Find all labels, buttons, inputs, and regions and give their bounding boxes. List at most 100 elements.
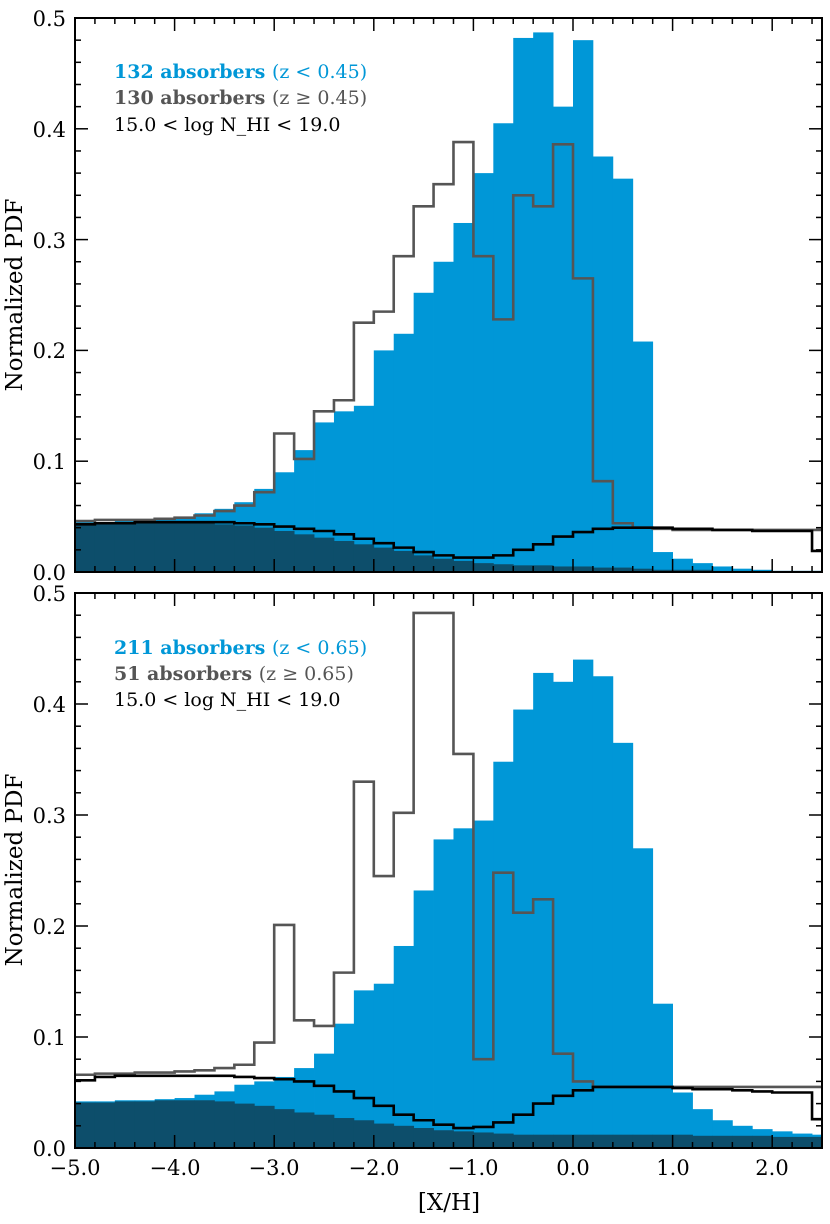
histogram-bar bbox=[433, 839, 454, 1148]
histogram-bar bbox=[174, 1100, 195, 1148]
histogram-bar bbox=[174, 523, 195, 572]
histogram-bar bbox=[393, 1125, 415, 1148]
bottom-legend: 211 absorbers (z < 0.65) 51 absorbers (z… bbox=[114, 637, 367, 711]
top-ytick-label: 0.2 bbox=[33, 339, 66, 363]
histogram-bar bbox=[274, 531, 295, 572]
bottom-legend-low-count: 211 absorbers bbox=[114, 637, 265, 659]
histogram-bar bbox=[254, 527, 275, 572]
histogram-bar bbox=[692, 563, 713, 572]
histogram-bar bbox=[513, 37, 534, 572]
histogram-bar bbox=[214, 524, 235, 572]
histogram-bar bbox=[612, 742, 634, 1148]
top-panel: 0.0 0.1 0.2 0.3 0.4 0.5 Normalized PDF 1… bbox=[2, 7, 823, 585]
histogram-bar bbox=[712, 1135, 733, 1148]
bottom-ytick-label: 0.4 bbox=[33, 693, 66, 717]
histogram-bar bbox=[353, 990, 375, 1148]
top-legend: 132 absorbers (z < 0.45) 130 absorbers (… bbox=[114, 61, 367, 136]
histogram-bar bbox=[612, 1134, 634, 1148]
bottom-xtick-label: 1.0 bbox=[656, 1156, 689, 1180]
bottom-xtick-label: 0.0 bbox=[556, 1156, 589, 1180]
histogram-bar bbox=[333, 1118, 355, 1148]
histogram-bar bbox=[772, 1136, 793, 1148]
bottom-legend-high-cond: (z ≥ 0.65) bbox=[259, 663, 354, 685]
histogram-bar bbox=[493, 1133, 514, 1148]
prior-step-line bbox=[75, 1074, 822, 1130]
histogram-bar bbox=[453, 1131, 474, 1148]
top-legend-range: 15.0 < log N_HI < 19.0 bbox=[114, 114, 341, 136]
histogram-bar bbox=[652, 1003, 673, 1148]
histogram-bar bbox=[314, 1114, 335, 1148]
histogram-bar bbox=[154, 522, 175, 572]
histogram-bar bbox=[533, 672, 554, 1148]
histogram-bar bbox=[94, 1102, 116, 1148]
top-legend-high: 130 absorbers (z ≥ 0.45) bbox=[114, 87, 367, 109]
bottom-steps bbox=[75, 611, 822, 1130]
histogram-bar bbox=[393, 333, 415, 572]
histogram-bar bbox=[812, 1136, 823, 1148]
histogram-bar bbox=[573, 659, 594, 1148]
histogram-bar bbox=[632, 568, 654, 572]
histogram-bar bbox=[114, 1101, 136, 1148]
histogram-bar bbox=[234, 1103, 255, 1148]
histogram-bar bbox=[473, 1132, 494, 1148]
bottom-xtick-label: −2.0 bbox=[349, 1156, 400, 1180]
histogram-bar bbox=[513, 709, 534, 1148]
histogram-bar bbox=[652, 1134, 673, 1148]
histogram-bar bbox=[333, 411, 355, 572]
bottom-ytick-labels: 0.0 0.1 0.2 0.3 0.4 0.5 bbox=[33, 582, 66, 1161]
histogram-bar bbox=[573, 1134, 594, 1148]
histogram-bar bbox=[732, 568, 753, 572]
histogram-bar bbox=[672, 569, 693, 572]
histogram-bar bbox=[473, 820, 494, 1148]
top-legend-low: 132 absorbers (z < 0.45) bbox=[114, 61, 367, 83]
top-ylabel: Normalized PDF bbox=[2, 199, 28, 392]
histogram-bar bbox=[353, 405, 375, 572]
histogram-bar bbox=[194, 1100, 215, 1148]
histogram-bar bbox=[314, 537, 335, 572]
histogram-bar bbox=[553, 1134, 574, 1148]
histogram-bar bbox=[453, 560, 474, 572]
histogram-bar bbox=[612, 567, 634, 572]
histogram-bar bbox=[672, 1092, 693, 1148]
histogram-bar bbox=[573, 566, 594, 572]
histogram-bar bbox=[493, 564, 514, 572]
histogram-bar bbox=[134, 522, 156, 572]
histogram-bar bbox=[632, 1134, 654, 1148]
histogram-bar bbox=[533, 1134, 554, 1148]
histogram-bar bbox=[373, 983, 395, 1148]
prior-step-line bbox=[75, 520, 822, 559]
top-legend-low-cond: (z < 0.45) bbox=[272, 61, 367, 83]
histogram-bar bbox=[134, 1101, 156, 1148]
bottom-legend-high-count: 51 absorbers bbox=[114, 663, 252, 685]
histogram-bar bbox=[393, 550, 415, 572]
bottom-xtick-label: −4.0 bbox=[150, 1156, 201, 1180]
histogram-bar bbox=[652, 552, 673, 572]
histogram-bar bbox=[692, 1135, 713, 1148]
histogram-bar bbox=[413, 890, 434, 1148]
histogram-bar bbox=[553, 566, 574, 572]
bottom-legend-low: 211 absorbers (z < 0.65) bbox=[114, 637, 367, 659]
histogram-bar bbox=[453, 222, 474, 573]
bottom-panel: 0.0 0.1 0.2 0.3 0.4 0.5 −5.0 −4.0 −3.0 −… bbox=[2, 582, 823, 1216]
histogram-bar bbox=[433, 261, 454, 572]
histogram-bar bbox=[333, 540, 355, 572]
histogram-bar bbox=[553, 106, 574, 572]
histogram-bar bbox=[373, 1123, 395, 1148]
histogram-bar bbox=[214, 1101, 235, 1148]
histogram-bar bbox=[493, 761, 514, 1148]
histogram-bar bbox=[632, 848, 654, 1148]
top-ytick-label: 0.1 bbox=[33, 450, 66, 474]
bottom-ylabel: Normalized PDF bbox=[2, 774, 28, 967]
histogram-bar bbox=[433, 1130, 454, 1148]
top-axes-frame bbox=[74, 17, 823, 573]
histogram-bar bbox=[513, 565, 534, 572]
histogram-bar bbox=[652, 569, 673, 572]
bottom-xtick-label: −1.0 bbox=[448, 1156, 499, 1180]
histogram-bar bbox=[712, 566, 733, 572]
histogram-bar bbox=[154, 1100, 175, 1148]
bottom-xtick-label: 2.0 bbox=[755, 1156, 788, 1180]
bottom-ytick-label: 0.3 bbox=[33, 804, 66, 828]
histogram-bar bbox=[473, 173, 494, 572]
histogram-bar bbox=[234, 525, 255, 572]
histogram-bar bbox=[353, 1120, 375, 1148]
